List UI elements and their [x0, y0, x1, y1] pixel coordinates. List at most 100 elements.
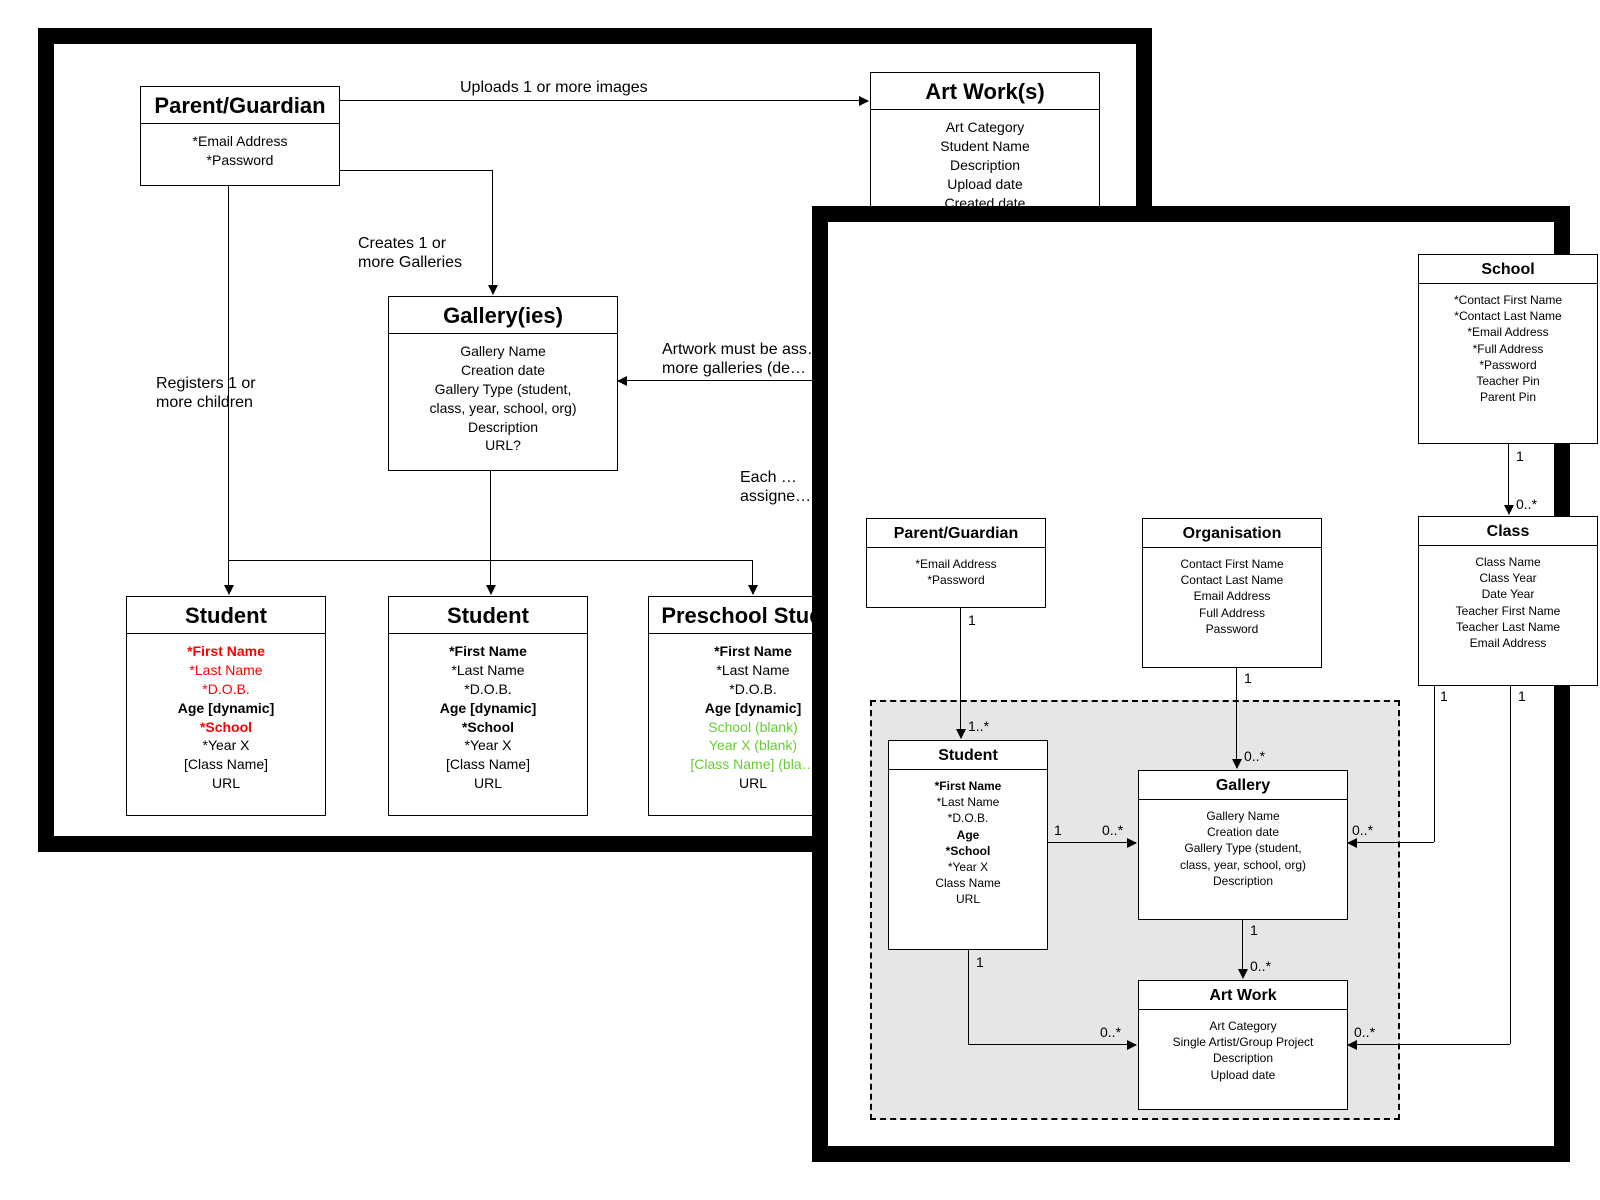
entity-attr: Date Year [1425, 586, 1591, 602]
entity-attr: Student Name [877, 137, 1093, 156]
entity-attr: Parent Pin [1425, 389, 1591, 405]
entity-gallery-back: Gallery(ies)Gallery NameCreation dateGal… [388, 296, 618, 471]
entity-title: Student [889, 741, 1047, 770]
entity-student-plain: Student*First Name*Last Name*D.O.B.Age [… [388, 596, 588, 816]
entity-attr: *Year X [395, 736, 581, 755]
mult-gallery-art-0n: 0..* [1250, 958, 1271, 975]
entity-attr: Creation date [395, 361, 611, 380]
entity-attr: Art Category [877, 118, 1093, 137]
entity-class: ClassClass NameClass YearDate YearTeache… [1418, 516, 1598, 686]
entity-attr: *School [133, 718, 319, 737]
entity-attr: Class Name [895, 875, 1041, 891]
entity-attrs: Art CategorySingle Artist/Group ProjectD… [1139, 1010, 1347, 1091]
entity-attr: Upload date [877, 175, 1093, 194]
entity-attr: *D.O.B. [895, 810, 1041, 826]
label-registers: Registers 1 ormore children [156, 374, 256, 412]
entity-title: Parent/Guardian [867, 519, 1045, 548]
entity-attr: Class Year [1425, 570, 1591, 586]
line-class-art-v [1510, 686, 1511, 1044]
arrow-gallery-artwork [1242, 920, 1243, 978]
arrow-student-artwork [968, 1044, 1136, 1045]
line-parent-gallery-h [340, 170, 492, 171]
entity-attr: [Class Name] [133, 755, 319, 774]
entity-attr: Teacher Last Name [1425, 619, 1591, 635]
entity-attr: *Email Address [873, 556, 1039, 572]
entity-attr: *Password [1425, 357, 1591, 373]
entity-attr: URL? [395, 436, 611, 455]
mult-class-art-0n: 0..* [1354, 1024, 1375, 1041]
entity-title: School [1419, 255, 1597, 284]
entity-attr: *Last Name [895, 794, 1041, 810]
label-artwork-assigned: Artwork must be ass…more galleries (de… [662, 340, 823, 378]
entity-attrs: *First Name*Last Name*D.O.B.Age [dynamic… [127, 634, 325, 801]
entity-attr: Age [dynamic] [395, 699, 581, 718]
arrow-student-gallery [1048, 842, 1136, 843]
entity-student-front: Student*First Name*Last Name*D.O.B.Age*S… [888, 740, 1048, 950]
entity-attr: *Contact First Name [1425, 292, 1591, 308]
mult-org-gallery-0n: 0..* [1244, 748, 1265, 765]
entity-attr: Contact Last Name [1149, 572, 1315, 588]
entity-attr: *D.O.B. [395, 680, 581, 699]
mult-school-1: 1 [1516, 448, 1524, 465]
entity-attr: class, year, school, org) [1145, 857, 1341, 873]
entity-attrs: *First Name*Last Name*D.O.B.Age*School*Y… [889, 770, 1047, 916]
entity-attr: URL [895, 891, 1041, 907]
mult-class-gallery-1: 1 [1440, 688, 1448, 705]
entity-attrs: *Email Address*Password [867, 548, 1045, 596]
entity-attr: Description [1145, 1050, 1341, 1066]
entity-title: Class [1419, 517, 1597, 546]
mult-student-gallery-1: 1 [1054, 822, 1062, 839]
line-gallery-students-v [490, 471, 491, 561]
line-class-gallery-v [1434, 686, 1435, 842]
entity-attr: Gallery Type (student, [1145, 840, 1341, 856]
mult-class-gallery-0n: 0..* [1352, 822, 1373, 839]
entity-school: School*Contact First Name*Contact Last N… [1418, 254, 1598, 444]
entity-attr: *Password [873, 572, 1039, 588]
entity-attr: Creation date [1145, 824, 1341, 840]
entity-attr: [Class Name] [395, 755, 581, 774]
entity-attrs: Gallery NameCreation dateGallery Type (s… [1139, 800, 1347, 897]
arrow-artwork-gallery [618, 380, 828, 381]
mult-gallery-art-1: 1 [1250, 922, 1258, 939]
label-each-assigned: Each …assigne… [740, 468, 811, 506]
entity-attr: *Password [147, 151, 333, 170]
line-student-art-v [968, 950, 969, 1044]
arrow-school-class [1508, 444, 1509, 514]
entity-attr: Teacher Pin [1425, 373, 1591, 389]
entity-attrs: Class NameClass YearDate YearTeacher Fir… [1419, 546, 1597, 659]
entity-title: Art Work(s) [871, 73, 1099, 110]
entity-attr: *Last Name [395, 661, 581, 680]
entity-artwork-front: Art WorkArt CategorySingle Artist/Group … [1138, 980, 1348, 1110]
line-bus-student3 [752, 560, 753, 594]
entity-attrs: *Contact First Name*Contact Last Name*Em… [1419, 284, 1597, 413]
entity-attr: *First Name [895, 778, 1041, 794]
arrow-parent-student [960, 608, 961, 738]
entity-attr: Art Category [1145, 1018, 1341, 1034]
entity-student-required: Student*First Name*Last Name*D.O.B.Age [… [126, 596, 326, 816]
mult-student-art-1: 1 [976, 954, 984, 971]
entity-attr: Gallery Type (student, [395, 380, 611, 399]
line-parent-gallery-v2 [492, 170, 493, 294]
entity-attr: *Last Name [133, 661, 319, 680]
entity-attr: Age [895, 827, 1041, 843]
entity-attr: Single Artist/Group Project [1145, 1034, 1341, 1050]
entity-parent-guardian-back: Parent/Guardian*Email Address*Password [140, 86, 340, 186]
entity-attr: Email Address [1425, 635, 1591, 651]
arrow-class-artwork [1348, 1044, 1510, 1045]
entity-title: Organisation [1143, 519, 1321, 548]
entity-attr: Gallery Name [395, 342, 611, 361]
entity-parent-guardian-front: Parent/Guardian*Email Address*Password [866, 518, 1046, 608]
entity-attr: *First Name [133, 642, 319, 661]
entity-attrs: Contact First NameContact Last NameEmail… [1143, 548, 1321, 645]
arrow-class-gallery [1348, 842, 1434, 843]
entity-title: Parent/Guardian [141, 87, 339, 124]
entity-attr: Description [395, 418, 611, 437]
label-creates: Creates 1 ormore Galleries [358, 234, 462, 272]
entity-title: Student [127, 597, 325, 634]
line-bus-student2 [490, 560, 491, 594]
entity-attr: Description [877, 156, 1093, 175]
entity-attr: Gallery Name [1145, 808, 1341, 824]
mult-class-art-1: 1 [1518, 688, 1526, 705]
label-uploads: Uploads 1 or more images [460, 78, 648, 97]
entity-attrs: *Email Address*Password [141, 124, 339, 178]
